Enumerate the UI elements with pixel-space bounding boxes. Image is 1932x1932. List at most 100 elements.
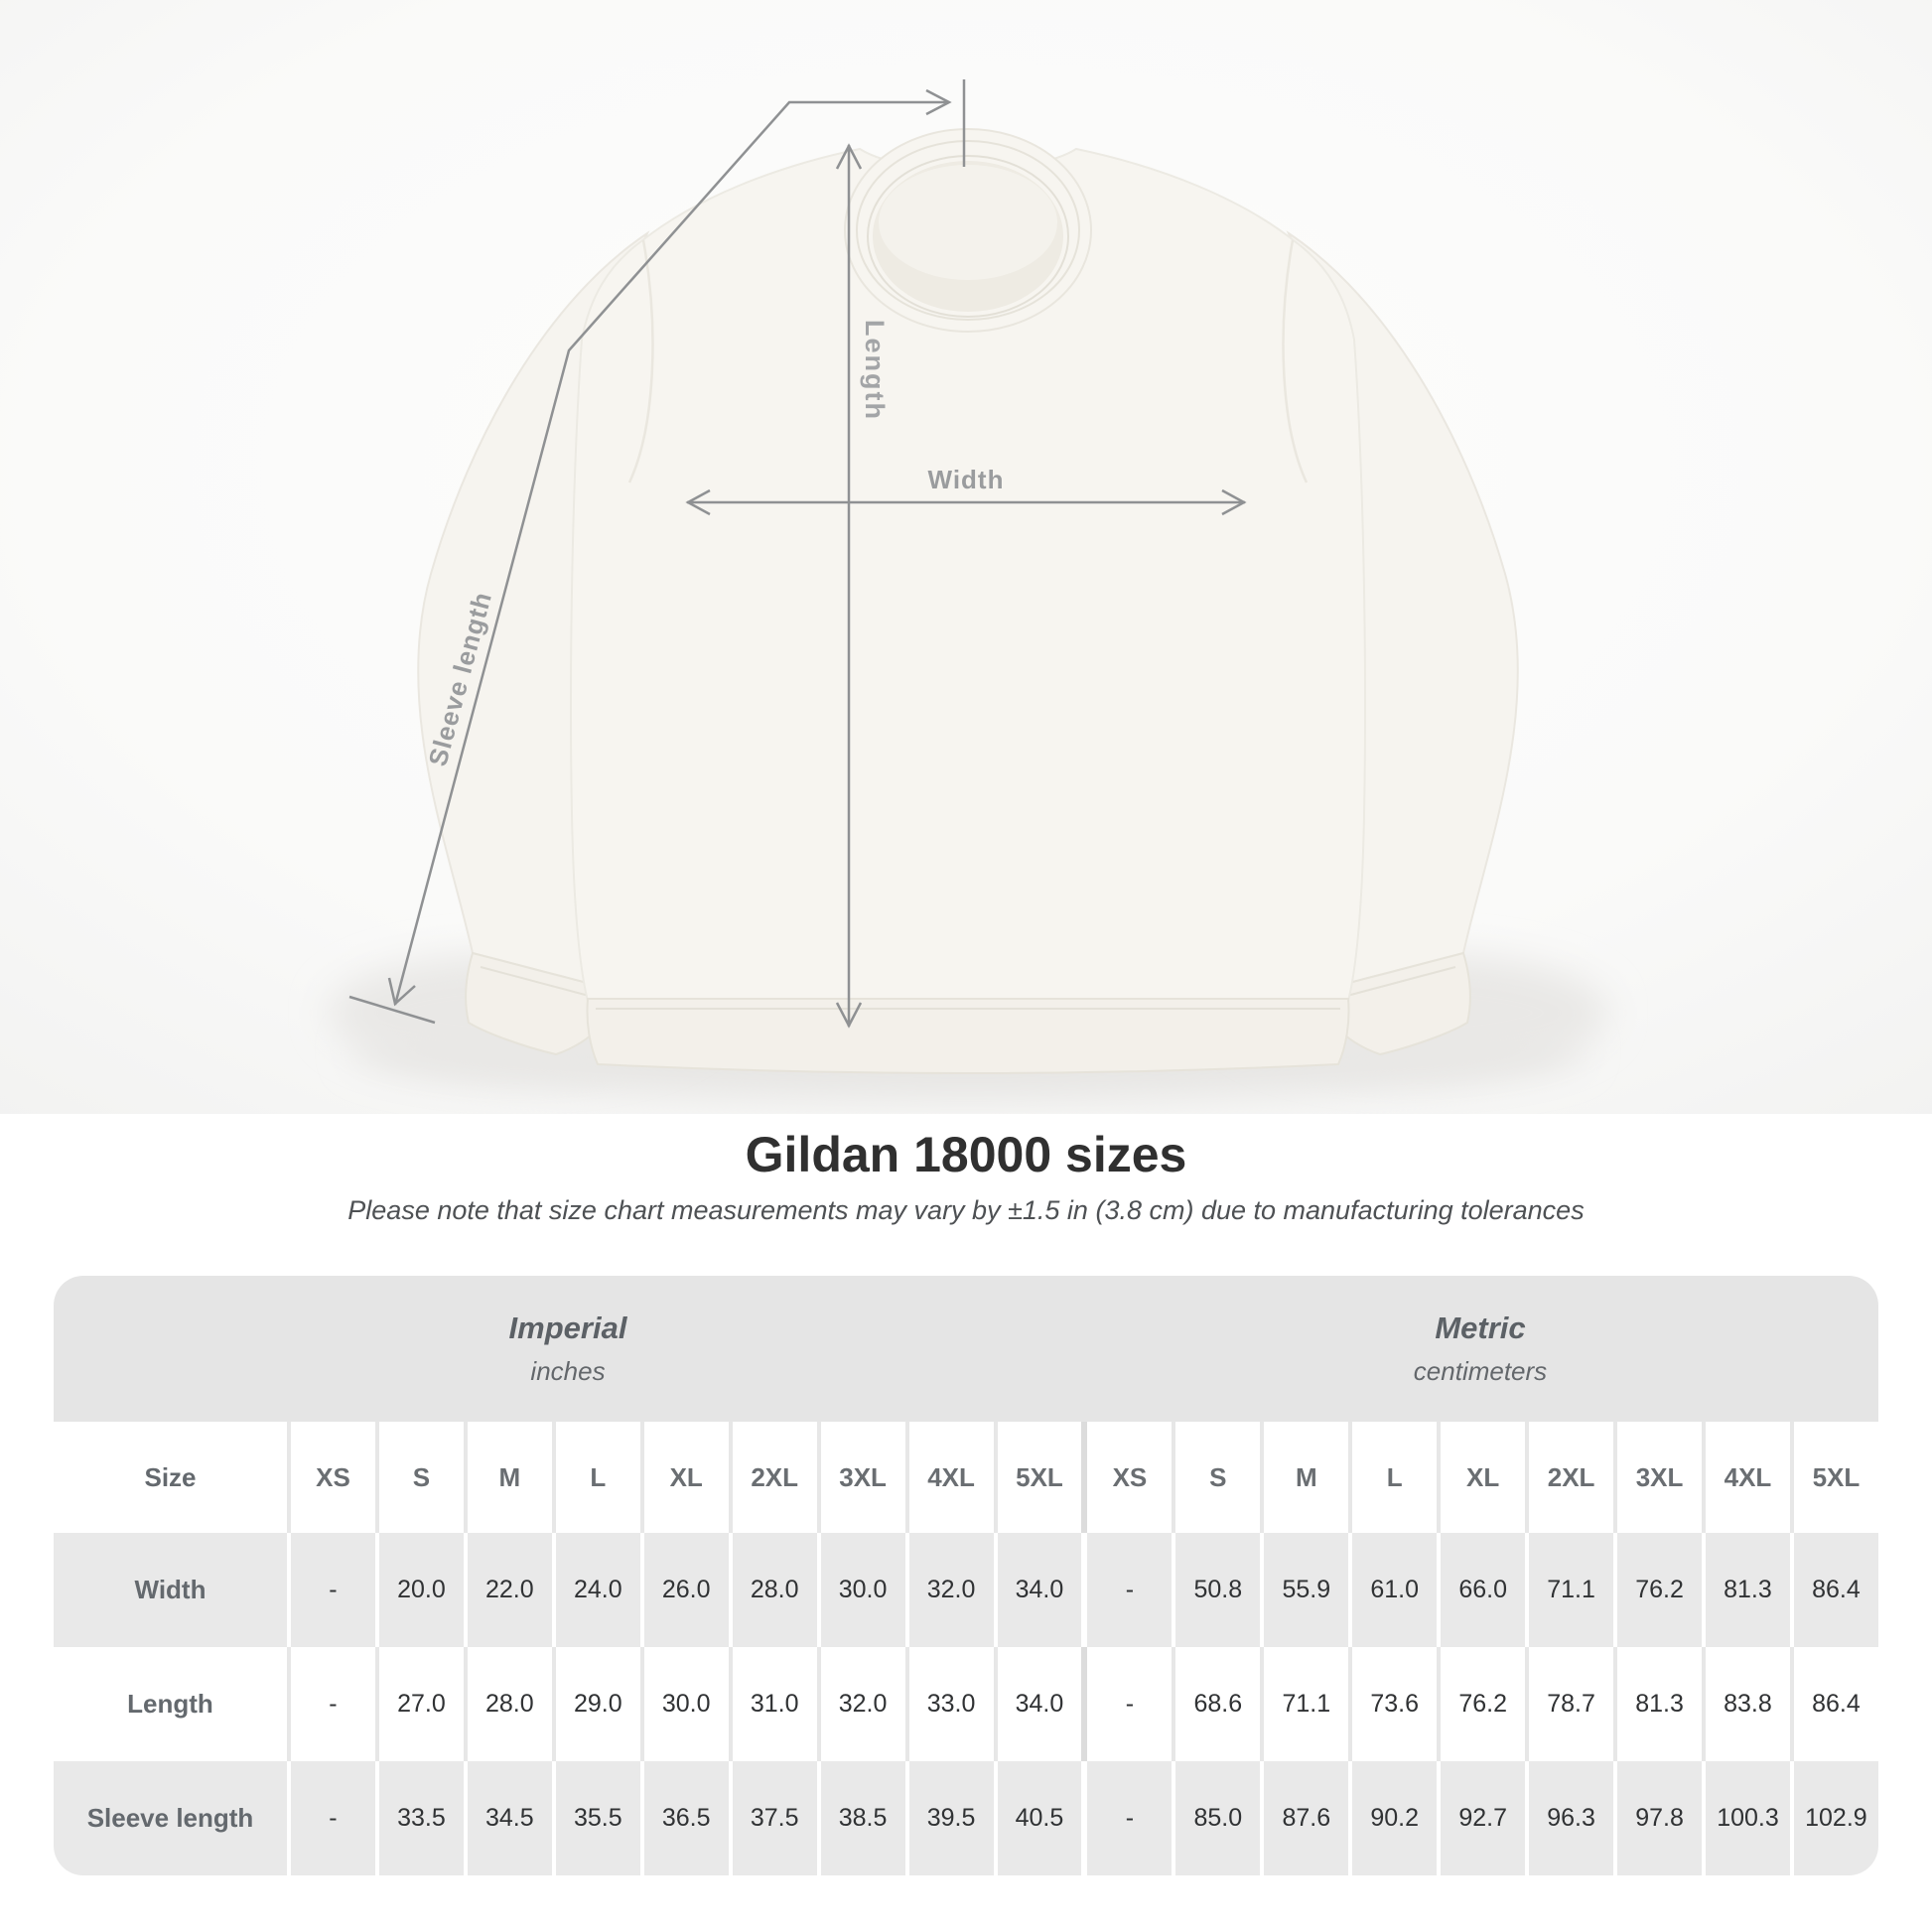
row-label: Sleeve length	[86, 1803, 254, 1833]
value-cell: 20.0	[374, 1533, 464, 1647]
value-cell: 38.5	[816, 1761, 905, 1875]
value-cell: 71.1	[1525, 1533, 1613, 1647]
size-col-header: 3XL	[816, 1422, 905, 1533]
size-col-header: 2XL	[1525, 1422, 1613, 1533]
value-cell: 30.0	[639, 1647, 729, 1761]
sleeve-arrow-right-icon	[925, 88, 952, 116]
length-row: Length - 27.0 28.0 29.0 30.0 31.0 32.0 3…	[54, 1647, 1878, 1761]
value-cell: 76.2	[1613, 1533, 1702, 1647]
value-cell: 71.1	[1260, 1647, 1348, 1761]
value-cell: 33.5	[374, 1761, 464, 1875]
unit-header-band: Imperial inches Metric centimeters	[54, 1276, 1878, 1422]
value-cell: 35.5	[551, 1761, 640, 1875]
value-cell: 28.0	[463, 1647, 552, 1761]
size-col-header: M	[1260, 1422, 1348, 1533]
body	[570, 147, 1366, 1002]
value-cell: 102.9	[1789, 1761, 1878, 1875]
value-cell: 24.0	[551, 1533, 640, 1647]
page-title: Gildan 18000 sizes	[745, 1127, 1187, 1182]
value-cell: 85.0	[1172, 1761, 1260, 1875]
value-cell: 100.3	[1702, 1761, 1790, 1875]
value-cell: 81.3	[1702, 1533, 1790, 1647]
waistband	[586, 998, 1350, 1074]
value-cell: 32.0	[904, 1533, 994, 1647]
value-cell: 30.0	[816, 1533, 905, 1647]
diagram-svg: Length Width Sleeve length	[0, 0, 1932, 1114]
row-label: Length	[127, 1689, 213, 1719]
measurement-lines	[348, 79, 1247, 1029]
value-cell: 33.0	[904, 1647, 994, 1761]
value-cell: 39.5	[904, 1761, 994, 1875]
imperial-title: Imperial	[508, 1311, 627, 1345]
tolerance-note: Please note that size chart measurements…	[347, 1195, 1585, 1225]
value-cell: 34.5	[463, 1761, 552, 1875]
value-cell: 73.6	[1348, 1647, 1437, 1761]
value-cell: 76.2	[1437, 1647, 1525, 1761]
sweatshirt-measurement-diagram: Length Width Sleeve length	[0, 0, 1932, 1114]
value-cell: 37.5	[728, 1761, 817, 1875]
size-header-row: Size XS S M L XL 2XL 3XL 4XL 5XL XS S M …	[54, 1422, 1878, 1533]
value-cell: 96.3	[1525, 1761, 1613, 1875]
value-cell: -	[1081, 1761, 1172, 1875]
width-arrow-right-icon	[1221, 488, 1247, 516]
sleeve-arrow-down-icon	[387, 977, 416, 1007]
collar-stitch	[867, 155, 1069, 318]
value-cell: -	[287, 1647, 375, 1761]
value-cell: 66.0	[1437, 1533, 1525, 1647]
value-cell: 34.0	[993, 1647, 1082, 1761]
size-col-header: S	[374, 1422, 464, 1533]
value-cell: 31.0	[728, 1647, 817, 1761]
value-cell: 27.0	[374, 1647, 464, 1761]
value-cell: 87.6	[1260, 1761, 1348, 1875]
unit-group-imperial: Imperial inches	[54, 1311, 1082, 1387]
width-arrow-left-icon	[685, 488, 711, 516]
value-cell: -	[287, 1533, 375, 1647]
length-label: Length	[860, 320, 890, 421]
collar-back-neck	[879, 165, 1057, 280]
size-col-header: 4XL	[904, 1422, 994, 1533]
value-cell: 55.9	[1260, 1533, 1348, 1647]
size-col-header: XS	[287, 1422, 375, 1533]
value-cell: -	[287, 1761, 375, 1875]
value-cell: -	[1081, 1533, 1172, 1647]
sleeve-end-tick-bottom	[348, 995, 436, 1025]
title-block: Gildan 18000 sizes Please note that size…	[0, 1126, 1932, 1226]
value-cell: 97.8	[1613, 1761, 1702, 1875]
size-col-header: M	[463, 1422, 552, 1533]
unit-group-metric: Metric centimeters	[1082, 1311, 1878, 1387]
imperial-unit: inches	[530, 1356, 606, 1386]
width-label: Width	[928, 465, 1005, 494]
metric-unit: centimeters	[1413, 1356, 1548, 1386]
row-label: Width	[134, 1575, 207, 1604]
size-table: Imperial inches Metric centimeters Size …	[54, 1276, 1878, 1875]
value-cell: 92.7	[1437, 1761, 1525, 1875]
value-cell: 86.4	[1789, 1533, 1878, 1647]
length-arrow-up-icon	[835, 143, 863, 170]
size-col-header: L	[551, 1422, 640, 1533]
size-col-header: XS	[1081, 1422, 1172, 1533]
sweatshirt-illustration	[417, 128, 1519, 1074]
size-col-header: XL	[639, 1422, 729, 1533]
width-row: Width - 20.0 22.0 24.0 26.0 28.0 30.0 32…	[54, 1533, 1878, 1647]
sleeve-measure-line	[393, 100, 949, 1006]
size-col-header: L	[1348, 1422, 1437, 1533]
value-cell: 40.5	[993, 1761, 1082, 1875]
size-header-label: Size	[144, 1461, 197, 1492]
size-col-header: 5XL	[993, 1422, 1082, 1533]
metric-title: Metric	[1435, 1311, 1526, 1345]
value-cell: 28.0	[728, 1533, 817, 1647]
left-shoulder-seam	[627, 239, 654, 483]
value-cell: 50.8	[1172, 1533, 1260, 1647]
size-col-header: 2XL	[728, 1422, 817, 1533]
value-cell: -	[1081, 1647, 1172, 1761]
sleeve-length-row: Sleeve length - 33.5 34.5 35.5 36.5 37.5…	[54, 1761, 1878, 1875]
size-col-header: S	[1172, 1422, 1260, 1533]
value-cell: 61.0	[1348, 1533, 1437, 1647]
length-arrow-down-icon	[835, 1002, 863, 1029]
value-cell: 34.0	[993, 1533, 1082, 1647]
right-shoulder-seam	[1282, 239, 1309, 483]
value-cell: 29.0	[551, 1647, 640, 1761]
value-cell: 32.0	[816, 1647, 905, 1761]
size-col-header: 3XL	[1613, 1422, 1702, 1533]
